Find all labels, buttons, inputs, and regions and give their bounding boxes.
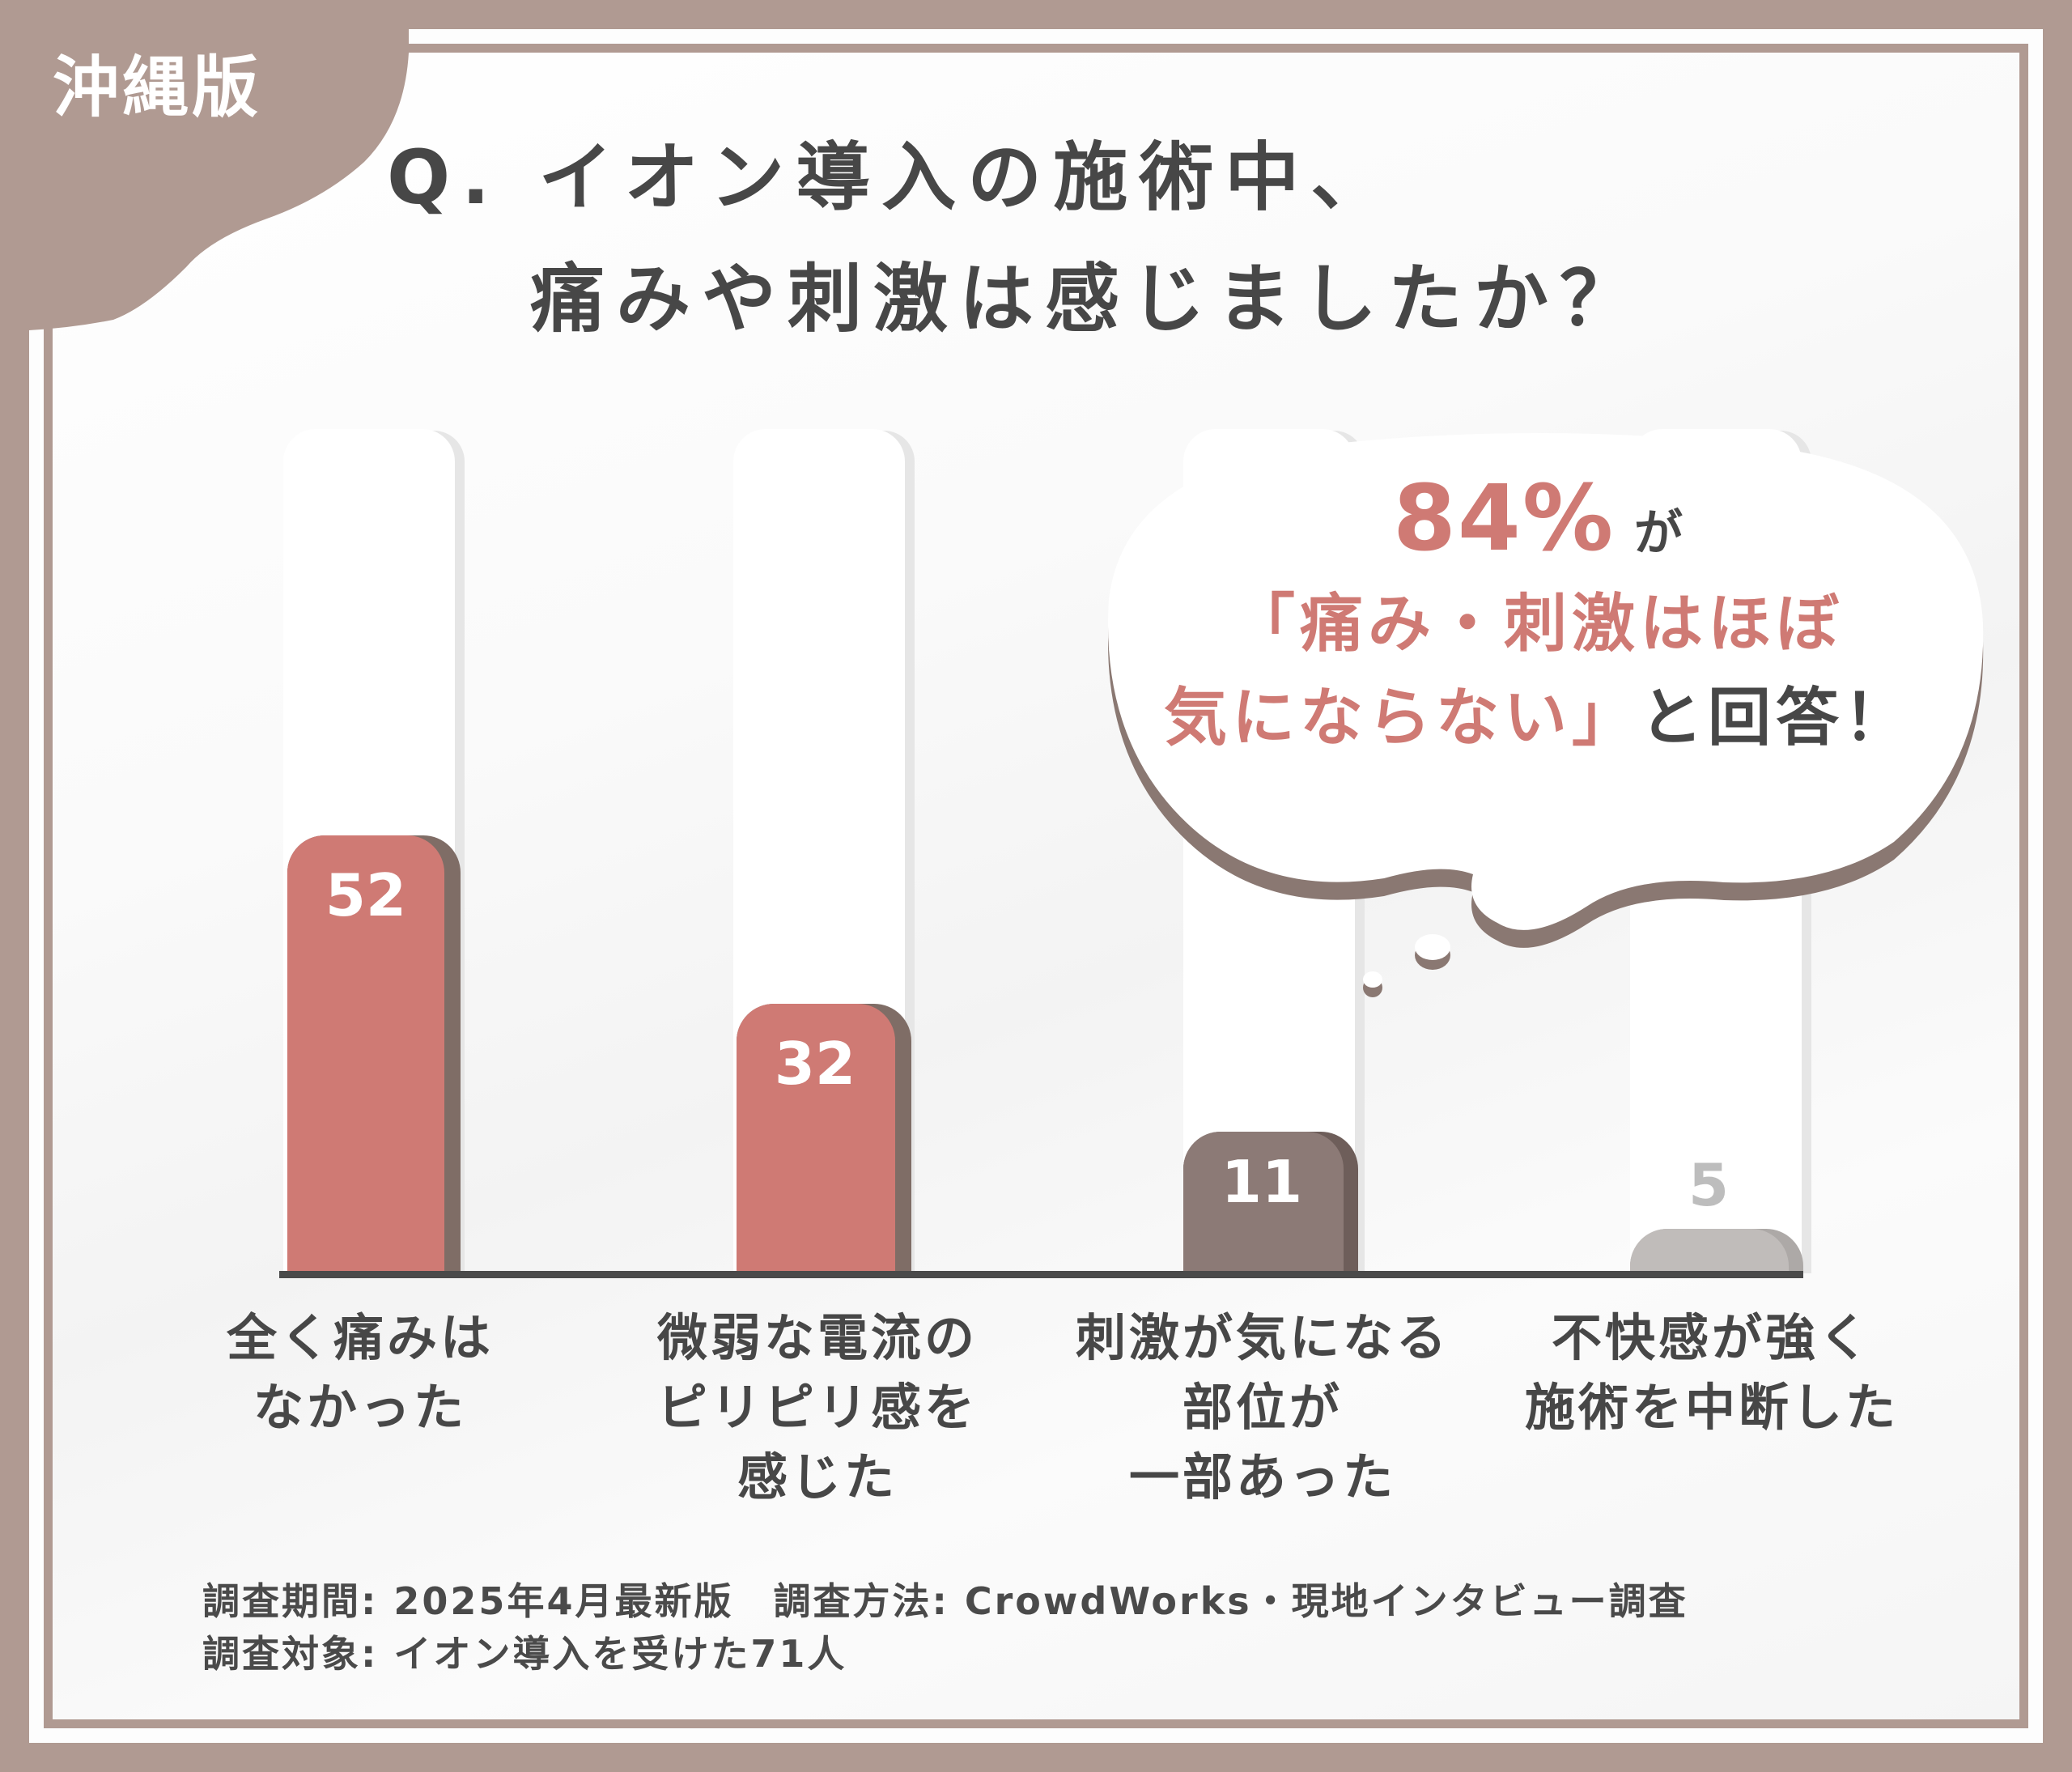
bar-1: 52 xyxy=(287,835,461,1271)
category-label-2: 微弱な電流の ピリピリ感を 感じた xyxy=(656,1308,978,1506)
callout-percent: 84% xyxy=(1392,466,1616,572)
bar-2-value: 32 xyxy=(774,1030,856,1098)
survey-info-line-2: 調査対象: イオン導入を受けた71人 xyxy=(202,1632,847,1676)
bar-4 xyxy=(1630,1229,1803,1271)
category-label-4: 不快感が強く 施術を中断した xyxy=(1524,1308,1899,1437)
title-line-2: 痛みや刺激は感じましたか？ xyxy=(530,256,1646,342)
bar-3-value: 11 xyxy=(1221,1148,1303,1216)
callout-quote-end: 気にならない」 xyxy=(1163,682,1640,754)
corner-tag-shape xyxy=(0,0,421,340)
bar-4-value: 5 xyxy=(1688,1151,1730,1219)
bar-1-face xyxy=(287,835,444,1271)
category-label-1: 全く痛みは なかった xyxy=(226,1308,494,1437)
title-line-1: Q. イオン導入の施術中、 xyxy=(387,134,1397,221)
x-axis-baseline xyxy=(279,1271,1803,1278)
region-tag: 沖縄版 xyxy=(53,49,262,126)
bar-3-face xyxy=(1183,1132,1344,1271)
speech-bubble xyxy=(1108,433,1984,997)
bar-1-value: 52 xyxy=(325,861,407,929)
callout-headline: 84% が xyxy=(1076,474,1999,564)
category-label-3: 刺激が気になる 部位が 一部あった xyxy=(1075,1308,1450,1506)
callout-line-2: 「痛み・刺激はほぼ xyxy=(1231,588,1844,661)
bar-3: 11 xyxy=(1183,1132,1358,1271)
bar-4-face xyxy=(1630,1229,1789,1271)
survey-info-line-1: 調査期間: 2025年4月最新版 調査方法: CrowdWorks・現地インタビ… xyxy=(202,1579,1688,1623)
bar-2-face xyxy=(737,1004,895,1271)
callout-answer: と回答！ xyxy=(1640,682,1913,754)
bar-2: 32 xyxy=(737,1004,911,1271)
callout-particle: が xyxy=(1634,505,1684,562)
callout-line-3: 気にならない」と回答！ xyxy=(1076,686,1999,750)
